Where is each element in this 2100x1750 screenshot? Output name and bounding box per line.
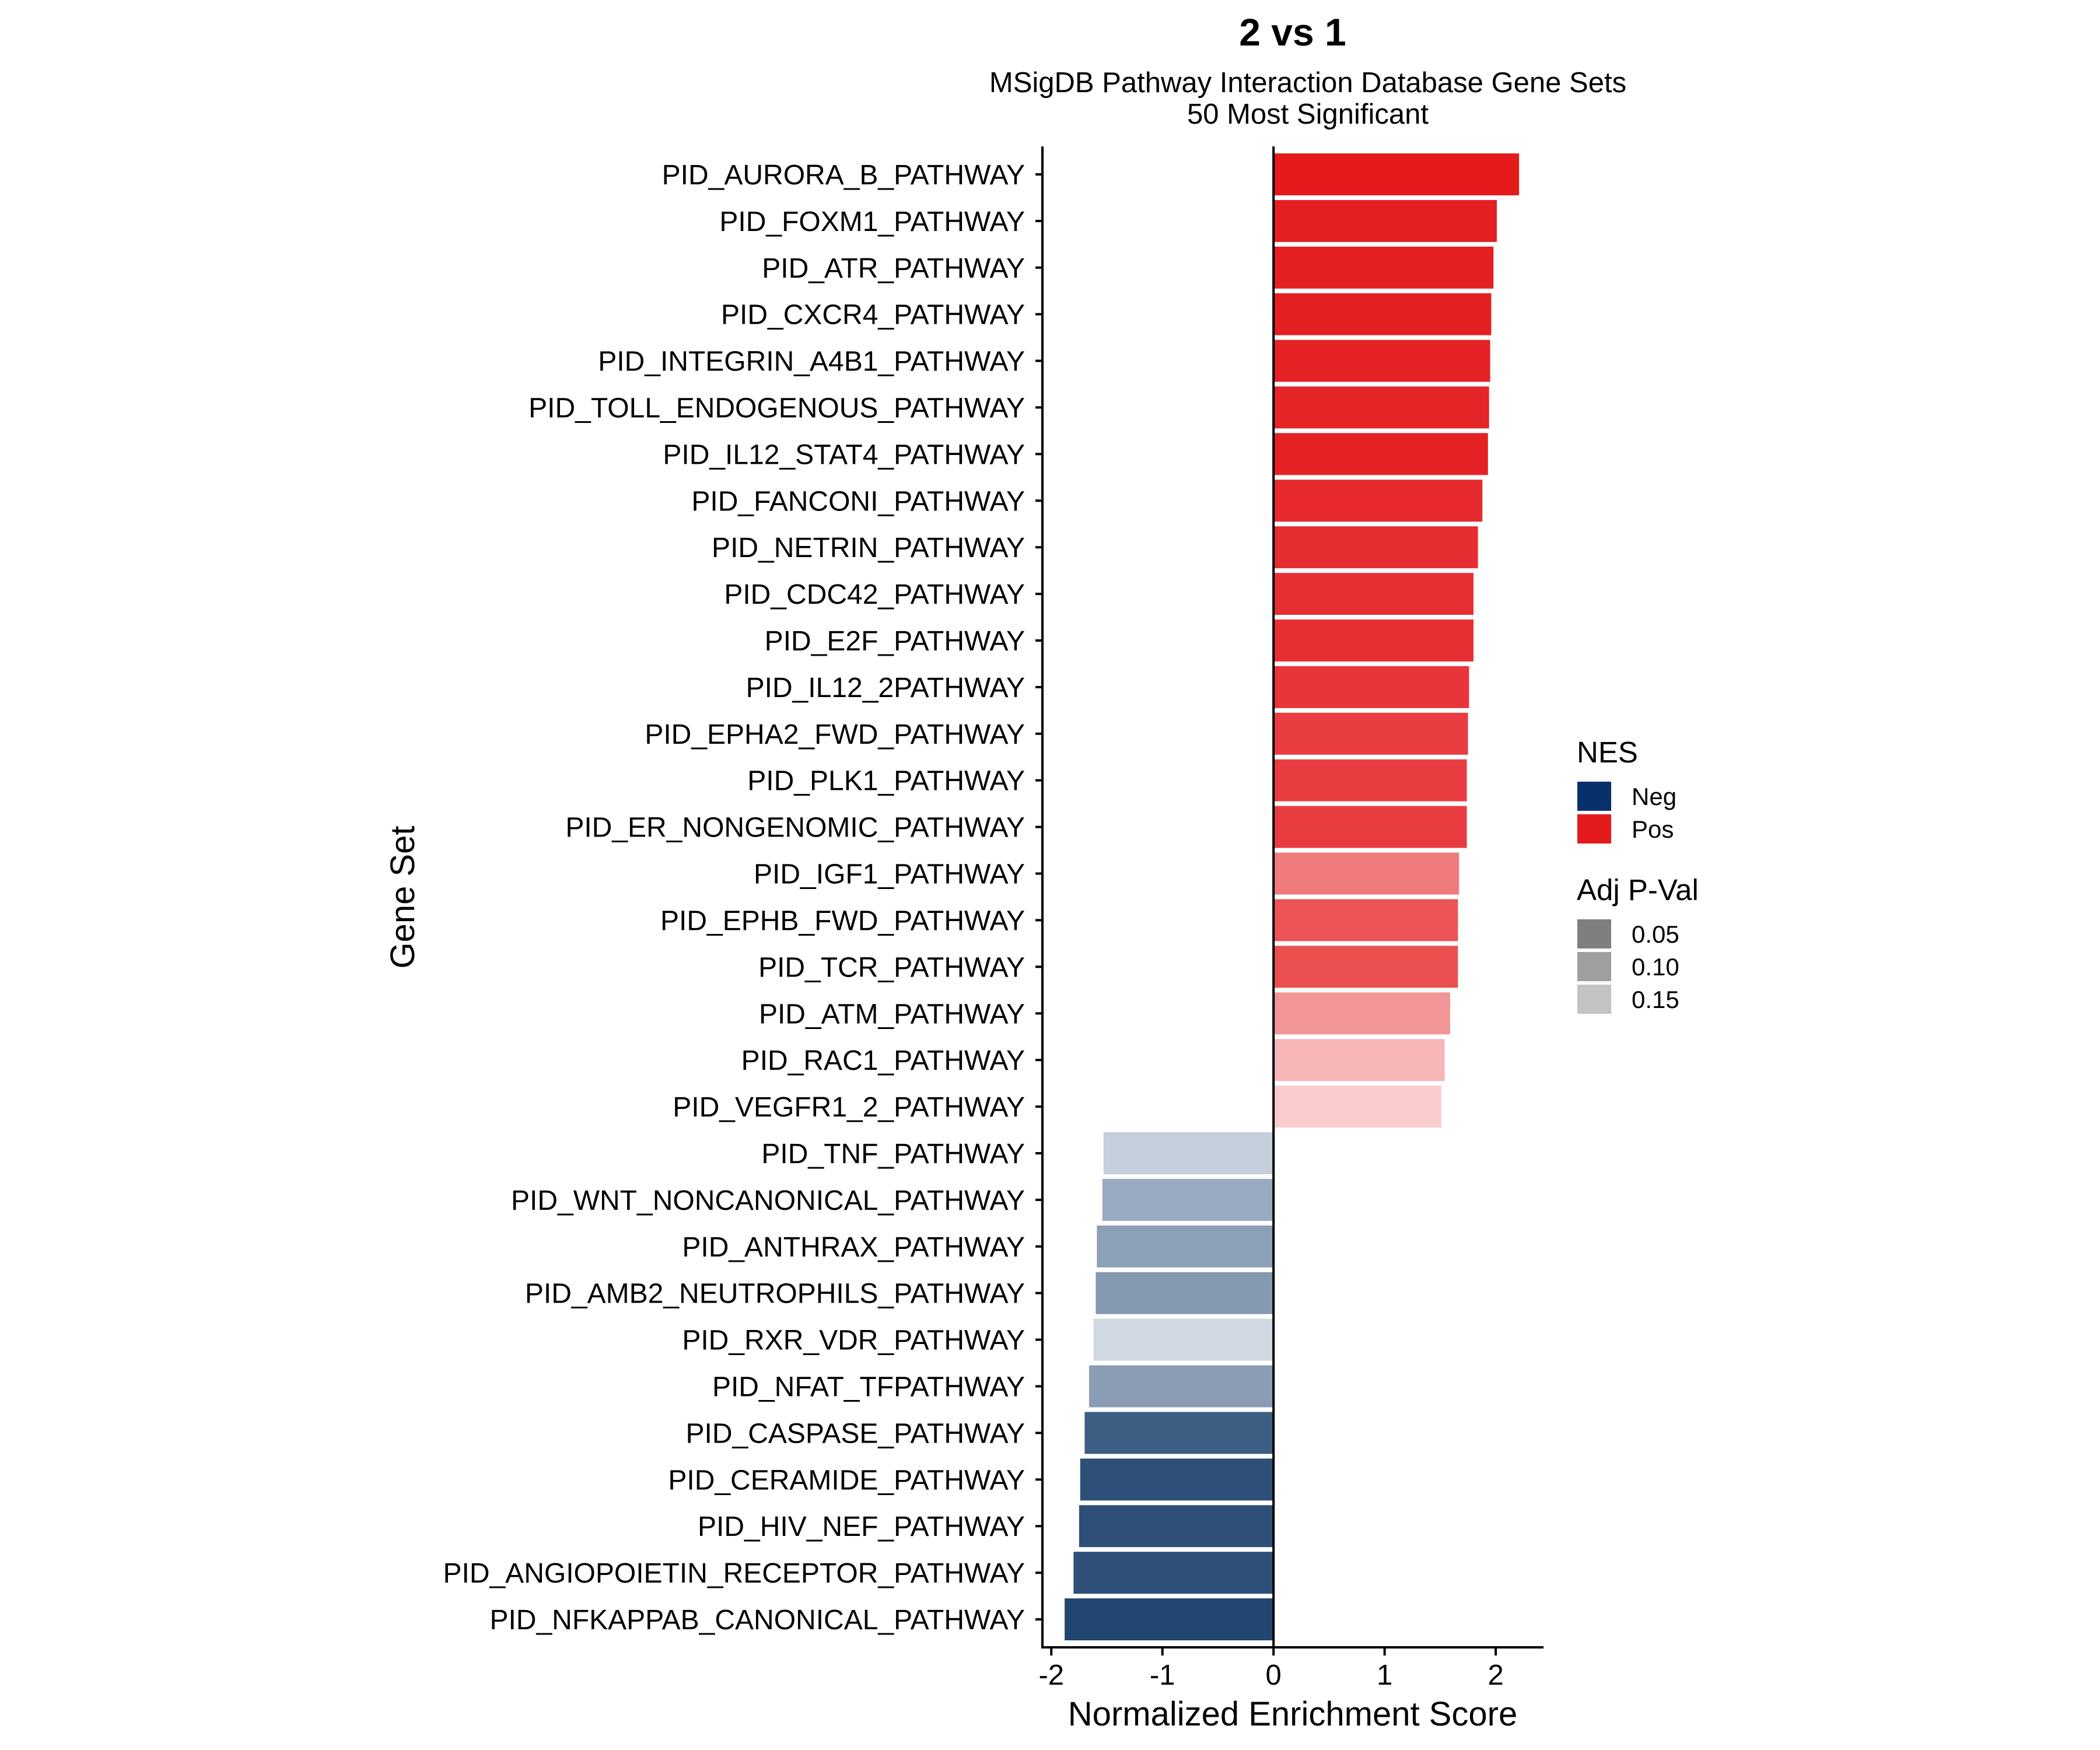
y-tick-label: PID_IL12_2PATHWAY bbox=[746, 673, 1025, 704]
bar-pid-igf1-pathway bbox=[1273, 852, 1460, 895]
bars-group bbox=[1065, 153, 1520, 1641]
bar-pid-vegfr1-2-pathway bbox=[1273, 1086, 1441, 1128]
x-tick-label: 1 bbox=[1377, 1660, 1392, 1691]
y-tick-label: PID_RAC1_PATHWAY bbox=[741, 1045, 1025, 1076]
legend-swatch-neg bbox=[1577, 782, 1611, 811]
bar-pid-ephb-fwd-pathway bbox=[1273, 899, 1458, 942]
y-tick-label: PID_IGF1_PATHWAY bbox=[754, 859, 1025, 890]
bar-pid-plk1-pathway bbox=[1273, 759, 1467, 802]
y-tick-label: PID_NETRIN_PATHWAY bbox=[712, 533, 1025, 564]
y-tick-label: PID_ATM_PATHWAY bbox=[759, 999, 1025, 1030]
legend-label-pval-005: 0.05 bbox=[1632, 921, 1679, 948]
bar-pid-rac1-pathway bbox=[1273, 1039, 1445, 1082]
y-tick-label: PID_FOXM1_PATHWAY bbox=[719, 206, 1025, 237]
bar-pid-amb2-neutrophils-pathway bbox=[1096, 1272, 1274, 1314]
y-tick-label: PID_E2F_PATHWAY bbox=[765, 626, 1025, 657]
bar-pid-nfkappab-canonical-pathway bbox=[1065, 1598, 1274, 1641]
bar-pid-rxr-vdr-pathway bbox=[1093, 1318, 1274, 1361]
y-tick-label: PID_HIV_NEF_PATHWAY bbox=[698, 1511, 1025, 1542]
bar-pid-cdc42-pathway bbox=[1273, 573, 1474, 615]
legend-title-nes: NES bbox=[1577, 736, 1638, 769]
y-tick-label: PID_INTEGRIN_A4B1_PATHWAY bbox=[598, 346, 1025, 377]
y-tick-label: PID_TCR_PATHWAY bbox=[758, 952, 1025, 983]
bar-pid-angiopoietin-receptor-pathway bbox=[1073, 1552, 1274, 1594]
axis-lines bbox=[1041, 146, 1544, 1648]
x-tick-label: 0 bbox=[1266, 1660, 1282, 1691]
bar-pid-ceramide-pathway bbox=[1080, 1458, 1274, 1501]
bar-pid-integrin-a4b1-pathway bbox=[1273, 340, 1490, 382]
bar-pid-fanconi-pathway bbox=[1273, 480, 1483, 522]
bar-pid-caspase-pathway bbox=[1084, 1412, 1274, 1454]
y-tick-label: PID_WNT_NONCANONICAL_PATHWAY bbox=[511, 1185, 1025, 1216]
x-tick-label: 2 bbox=[1488, 1660, 1503, 1691]
bar-pid-wnt-noncanonical-pathway bbox=[1102, 1178, 1274, 1221]
y-tick-label: PID_AMB2_NEUTROPHILS_PATHWAY bbox=[525, 1279, 1025, 1310]
legend-label-pval-015: 0.15 bbox=[1632, 986, 1679, 1013]
bar-pid-epha2-fwd-pathway bbox=[1273, 712, 1468, 755]
y-tick-label: PID_VEGFR1_2_PATHWAY bbox=[673, 1092, 1025, 1123]
x-tick-labels: -2 -1 0 1 2 bbox=[1038, 1660, 1503, 1691]
chart-subtitle-line-2: 50 Most Significant bbox=[1187, 99, 1429, 130]
y-tick-label: PID_CXCR4_PATHWAY bbox=[721, 300, 1025, 331]
bar-pid-atr-pathway bbox=[1273, 246, 1494, 289]
legend-label-pval-010: 0.10 bbox=[1632, 953, 1679, 981]
y-tick-label: PID_CDC42_PATHWAY bbox=[724, 579, 1025, 610]
y-tick-label: PID_IL12_STAT4_PATHWAY bbox=[663, 439, 1025, 470]
y-tick-label: PID_ANGIOPOIETIN_RECEPTOR_PATHWAY bbox=[443, 1558, 1025, 1589]
y-tick-label: PID_ATR_PATHWAY bbox=[762, 253, 1025, 284]
bar-pid-aurora-b-pathway bbox=[1273, 153, 1520, 195]
legend-swatch-pval-015 bbox=[1577, 985, 1611, 1014]
y-tick-label: PID_TOLL_ENDOGENOUS_PATHWAY bbox=[528, 393, 1025, 424]
y-tick-label: PID_CERAMIDE_PATHWAY bbox=[668, 1465, 1025, 1496]
bar-pid-nfat-tfpathway bbox=[1088, 1365, 1274, 1408]
y-tick-label: PID_ER_NONGENOMIC_PATHWAY bbox=[565, 813, 1025, 844]
legend: NES Neg Pos Adj P-Val 0.05 0.10 0.15 bbox=[1577, 736, 1699, 1014]
y-tick-label: PID_EPHA2_FWD_PATHWAY bbox=[645, 719, 1025, 750]
y-tick-label: PID_CASPASE_PATHWAY bbox=[686, 1418, 1025, 1449]
chart-title: 2 vs 1 bbox=[1239, 10, 1346, 54]
legend-swatch-pval-010 bbox=[1577, 952, 1611, 981]
bar-pid-tnf-pathway bbox=[1103, 1132, 1274, 1174]
legend-title-adj-pval: Adj P-Val bbox=[1577, 873, 1699, 907]
y-tick-label: PID_TNF_PATHWAY bbox=[761, 1139, 1025, 1170]
y-tick-label: PID_NFAT_TFPATHWAY bbox=[712, 1372, 1025, 1403]
legend-label-pos: Pos bbox=[1632, 816, 1674, 843]
y-axis-title: Gene Set bbox=[384, 825, 422, 968]
bar-pid-cxcr4-pathway bbox=[1273, 293, 1492, 335]
chart-subtitle-line-1: MSigDB Pathway Interaction Database Gene… bbox=[989, 67, 1626, 99]
y-tick-label: PID_EPHB_FWD_PATHWAY bbox=[660, 905, 1025, 936]
bar-pid-hiv-nef-pathway bbox=[1079, 1505, 1274, 1548]
y-tick-labels: PID_AURORA_B_PATHWAY PID_FOXM1_PATHWAY PID… bbox=[443, 160, 1025, 1636]
bar-pid-il12-stat4-pathway bbox=[1273, 433, 1488, 475]
x-ticks bbox=[1050, 1647, 1497, 1656]
y-tick-label: PID_AURORA_B_PATHWAY bbox=[662, 160, 1025, 191]
bar-pid-il12-2pathway bbox=[1273, 666, 1469, 708]
y-tick-label: PID_RXR_VDR_PATHWAY bbox=[682, 1325, 1025, 1356]
legend-swatch-pos bbox=[1577, 814, 1611, 844]
bar-pid-atm-pathway bbox=[1273, 992, 1451, 1035]
y-tick-label: PID_PLK1_PATHWAY bbox=[747, 766, 1025, 797]
x-tick-label: -1 bbox=[1150, 1660, 1175, 1691]
y-tick-label: PID_NFKAPPAB_CANONICAL_PATHWAY bbox=[489, 1605, 1025, 1636]
x-axis-title: Normalized Enrichment Score bbox=[1068, 1695, 1517, 1733]
y-tick-label: PID_FANCONI_PATHWAY bbox=[691, 486, 1025, 517]
bar-pid-e2f-pathway bbox=[1273, 620, 1474, 662]
bar-pid-netrin-pathway bbox=[1273, 526, 1478, 569]
bar-pid-tcr-pathway bbox=[1273, 946, 1458, 988]
bar-pid-toll-endogenous-pathway bbox=[1273, 386, 1489, 429]
bar-pid-foxm1-pathway bbox=[1273, 200, 1497, 242]
y-tick-label: PID_ANTHRAX_PATHWAY bbox=[682, 1232, 1025, 1263]
bar-pid-anthrax-pathway bbox=[1097, 1225, 1274, 1268]
bar-pid-er-nongenomic-pathway bbox=[1273, 806, 1467, 848]
x-tick-label: -2 bbox=[1038, 1660, 1064, 1691]
legend-label-neg: Neg bbox=[1632, 783, 1676, 810]
legend-swatch-pval-005 bbox=[1577, 919, 1611, 949]
